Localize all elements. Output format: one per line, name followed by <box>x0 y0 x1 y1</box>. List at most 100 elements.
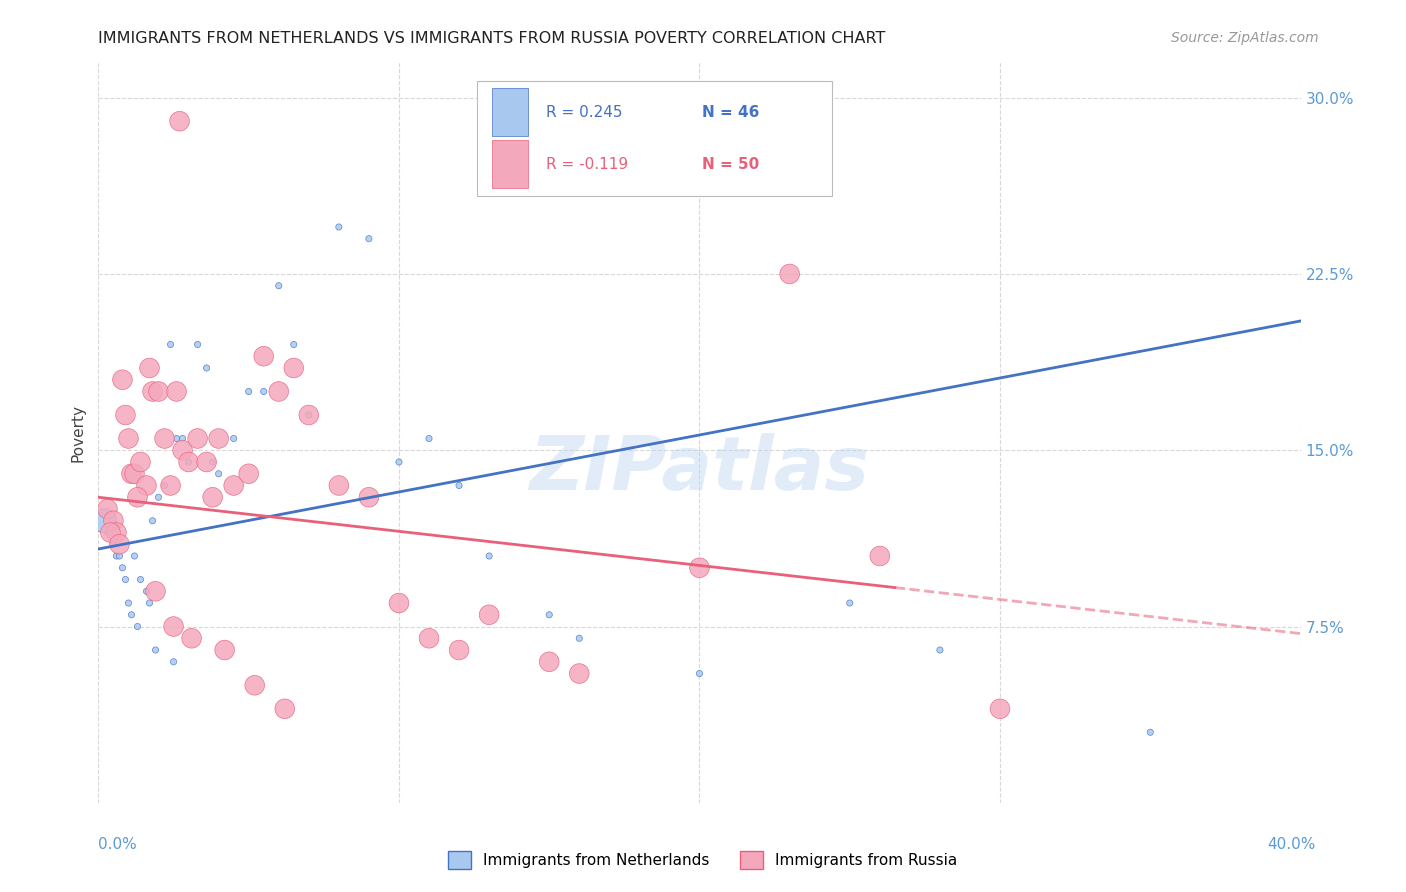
Point <box>195 361 218 376</box>
FancyBboxPatch shape <box>477 81 832 195</box>
Point <box>96 502 118 516</box>
Point <box>135 478 157 492</box>
Point <box>328 478 350 492</box>
Text: R = 0.245: R = 0.245 <box>546 105 621 120</box>
Point <box>162 655 184 669</box>
Point <box>129 573 152 587</box>
Point <box>195 455 218 469</box>
Point <box>1139 725 1161 739</box>
Point <box>357 490 380 504</box>
Point <box>129 455 152 469</box>
Point <box>208 432 231 446</box>
Point <box>103 537 125 551</box>
Point <box>568 666 591 681</box>
Point <box>111 561 134 575</box>
Text: N = 50: N = 50 <box>702 157 759 172</box>
Point <box>117 596 139 610</box>
Point <box>127 619 149 633</box>
Point <box>177 455 200 469</box>
Bar <box>492 140 527 188</box>
Point <box>447 478 470 492</box>
Point <box>238 384 260 399</box>
Point <box>274 702 297 716</box>
Point <box>127 490 149 504</box>
Point <box>208 467 231 481</box>
Point <box>929 643 952 657</box>
Point <box>169 114 191 128</box>
Point <box>141 514 163 528</box>
Point <box>172 432 194 446</box>
Point <box>96 525 118 540</box>
Point <box>418 432 440 446</box>
Point <box>108 549 131 563</box>
Point <box>869 549 891 563</box>
Point <box>538 655 561 669</box>
Point <box>148 490 170 504</box>
Point <box>187 337 209 351</box>
Point <box>689 666 711 681</box>
Legend: Immigrants from Netherlands, Immigrants from Russia: Immigrants from Netherlands, Immigrants … <box>441 845 965 875</box>
Point <box>201 455 224 469</box>
Point <box>838 596 860 610</box>
Point <box>187 432 209 446</box>
Point <box>298 408 321 422</box>
Point <box>153 478 176 492</box>
Point <box>478 607 501 622</box>
Point <box>447 643 470 657</box>
Point <box>114 408 136 422</box>
Point <box>568 632 591 646</box>
Point <box>108 537 131 551</box>
Point <box>222 478 245 492</box>
Point <box>388 596 411 610</box>
Point <box>145 643 167 657</box>
Point <box>114 573 136 587</box>
Point <box>166 384 188 399</box>
Point <box>124 467 146 481</box>
Point <box>121 467 143 481</box>
Point <box>283 337 305 351</box>
Point <box>105 525 128 540</box>
Point <box>166 432 188 446</box>
Point <box>253 384 276 399</box>
Point <box>328 219 350 234</box>
Point <box>135 584 157 599</box>
Point <box>121 607 143 622</box>
Point <box>201 490 224 504</box>
Point <box>283 361 305 376</box>
Point <box>159 478 181 492</box>
Point <box>93 514 115 528</box>
Point <box>117 432 139 446</box>
Point <box>105 549 128 563</box>
Point <box>124 549 146 563</box>
Text: N = 46: N = 46 <box>702 105 759 120</box>
Point <box>418 632 440 646</box>
Point <box>689 561 711 575</box>
Text: IMMIGRANTS FROM NETHERLANDS VS IMMIGRANTS FROM RUSSIA POVERTY CORRELATION CHART: IMMIGRANTS FROM NETHERLANDS VS IMMIGRANT… <box>98 31 886 46</box>
Point <box>214 643 236 657</box>
Point <box>103 514 125 528</box>
Point <box>538 607 561 622</box>
Bar <box>492 88 527 136</box>
Point <box>267 384 290 399</box>
Point <box>253 349 276 363</box>
Text: 40.0%: 40.0% <box>1268 838 1316 852</box>
Point <box>141 384 163 399</box>
Point <box>357 232 380 246</box>
Text: Source: ZipAtlas.com: Source: ZipAtlas.com <box>1171 31 1319 45</box>
Point <box>148 384 170 399</box>
Point <box>138 361 160 376</box>
Point <box>172 443 194 458</box>
Point <box>153 432 176 446</box>
Point <box>159 337 181 351</box>
Y-axis label: Poverty: Poverty <box>70 403 86 462</box>
Point <box>100 525 122 540</box>
Point <box>177 455 200 469</box>
Point <box>298 408 321 422</box>
Point <box>267 278 290 293</box>
Point <box>238 467 260 481</box>
Point <box>138 596 160 610</box>
Point <box>162 619 184 633</box>
Point <box>111 373 134 387</box>
Point <box>100 525 122 540</box>
Text: 0.0%: 0.0% <box>98 838 138 852</box>
